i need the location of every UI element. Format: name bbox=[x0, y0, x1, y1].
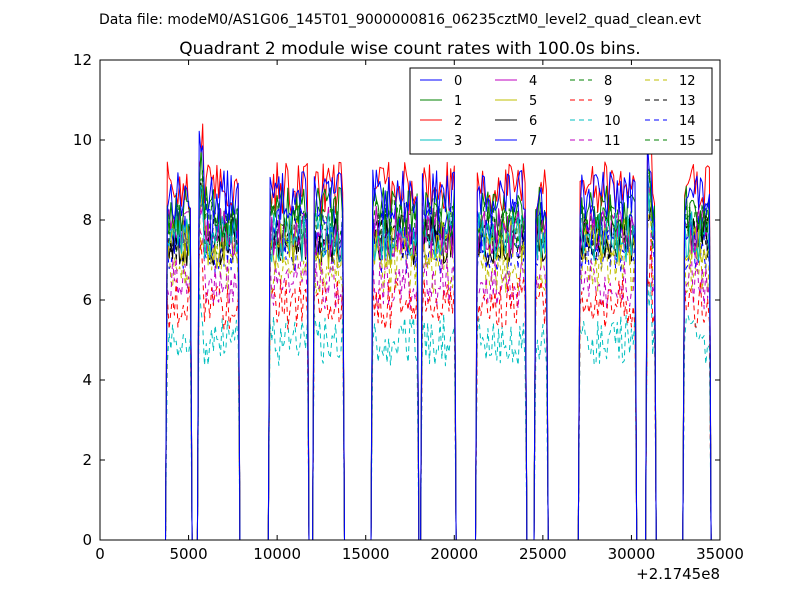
legend-label-7: 7 bbox=[529, 134, 537, 149]
legend-label-3: 3 bbox=[454, 134, 462, 149]
x-tick-label: 0 bbox=[95, 545, 105, 563]
x-tick-label: 25000 bbox=[519, 545, 567, 563]
x-tick-label: 10000 bbox=[253, 545, 301, 563]
legend-label-0: 0 bbox=[454, 74, 462, 89]
legend-label-14: 14 bbox=[679, 114, 696, 129]
chart-title: Quadrant 2 module wise count rates with … bbox=[179, 39, 640, 59]
legend-label-5: 5 bbox=[529, 94, 537, 109]
series-line-10 bbox=[165, 276, 712, 541]
legend-label-9: 9 bbox=[604, 94, 612, 109]
y-tick-label: 0 bbox=[82, 531, 92, 549]
legend-label-6: 6 bbox=[529, 114, 537, 129]
suptitle: Data file: modeM0/AS1G06_145T01_90000008… bbox=[99, 12, 701, 28]
legend-label-10: 10 bbox=[604, 114, 621, 129]
x-tick-label: 15000 bbox=[342, 545, 390, 563]
legend-label-11: 11 bbox=[604, 134, 621, 149]
y-tick-label: 10 bbox=[73, 131, 92, 149]
series-lines bbox=[165, 123, 712, 541]
series-line-0 bbox=[165, 130, 712, 541]
y-tick-label: 8 bbox=[82, 211, 92, 229]
legend-label-12: 12 bbox=[679, 74, 696, 89]
x-offset-label: +2.1745e8 bbox=[636, 565, 720, 583]
y-tick-label: 2 bbox=[82, 451, 92, 469]
legend-label-8: 8 bbox=[604, 74, 612, 89]
series-line-11 bbox=[165, 227, 712, 541]
y-tick-label: 12 bbox=[73, 51, 92, 69]
x-tick-label: 20000 bbox=[430, 545, 478, 563]
x-tick-label: 30000 bbox=[608, 545, 656, 563]
y-tick-label: 6 bbox=[82, 291, 92, 309]
legend-label-2: 2 bbox=[454, 114, 462, 129]
x-tick-label: 5000 bbox=[169, 545, 207, 563]
axis-ticks: 0 5000 10000 15000 20000 25000 30000 35000 0 2 4 6 8… bbox=[73, 51, 744, 563]
legend-label-1: 1 bbox=[454, 94, 462, 109]
x-tick-label: 35000 bbox=[696, 545, 744, 563]
y-tick-label: 4 bbox=[82, 371, 92, 389]
legend-label-13: 13 bbox=[679, 94, 696, 109]
series-line-8 bbox=[165, 170, 712, 541]
series-line-9 bbox=[165, 238, 712, 541]
legend-box bbox=[409, 67, 713, 155]
legend-label-4: 4 bbox=[529, 74, 537, 89]
legend-label-15: 15 bbox=[679, 134, 696, 149]
